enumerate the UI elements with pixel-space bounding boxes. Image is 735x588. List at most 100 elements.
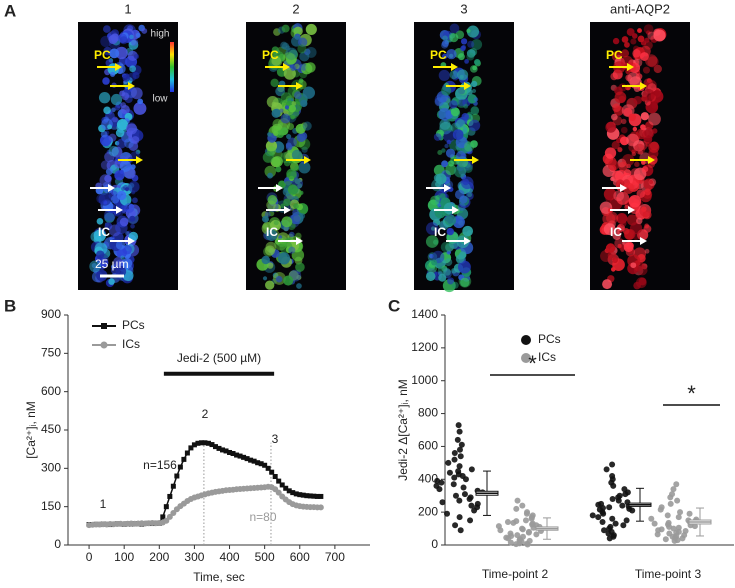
cell xyxy=(653,64,662,74)
cell xyxy=(96,218,104,225)
arrow-head xyxy=(628,206,635,214)
cell xyxy=(264,245,276,256)
data-point xyxy=(452,522,459,529)
cell xyxy=(270,78,279,88)
cell xyxy=(298,161,311,174)
cell xyxy=(120,255,125,260)
axis xyxy=(444,315,734,546)
arrow-head xyxy=(108,184,115,192)
cell xyxy=(462,178,470,186)
data-point xyxy=(514,497,521,504)
data-point xyxy=(519,526,526,533)
cell xyxy=(107,124,113,130)
cell xyxy=(642,129,653,141)
cell xyxy=(607,251,617,260)
cell xyxy=(445,148,456,158)
cell xyxy=(623,242,634,253)
cell xyxy=(103,25,111,33)
data-point xyxy=(237,453,243,459)
cell xyxy=(615,226,621,232)
cell xyxy=(285,152,294,161)
cell xyxy=(455,254,465,264)
cell xyxy=(281,216,293,228)
cell xyxy=(425,271,436,282)
data-point xyxy=(255,460,261,466)
data-point xyxy=(167,493,173,499)
cell xyxy=(461,113,469,121)
cell xyxy=(458,87,465,95)
arrow-head xyxy=(136,156,143,164)
data-point xyxy=(202,440,208,446)
cell xyxy=(644,54,658,67)
cell xyxy=(133,53,140,60)
data-point xyxy=(455,422,462,429)
data-point xyxy=(286,488,292,494)
data-point xyxy=(595,514,602,521)
cell xyxy=(99,174,112,187)
y-tick-label: 1200 xyxy=(411,340,438,354)
data-point xyxy=(166,513,173,520)
cell xyxy=(114,104,121,111)
cell xyxy=(646,30,651,35)
cell xyxy=(128,181,140,193)
cell xyxy=(115,240,126,250)
x-tick-label: Time-point 3 xyxy=(635,567,702,581)
cell xyxy=(289,231,295,238)
cell xyxy=(647,56,659,68)
cell xyxy=(273,130,279,136)
cell xyxy=(632,126,638,132)
cell xyxy=(451,267,457,274)
data-point xyxy=(609,496,616,502)
cell xyxy=(305,46,317,58)
data-point xyxy=(191,442,197,448)
cell xyxy=(605,121,617,133)
legend-marker xyxy=(521,335,531,345)
cell xyxy=(439,118,451,130)
data-point xyxy=(620,522,627,529)
data-point xyxy=(504,519,511,525)
cell xyxy=(277,235,283,240)
data-point xyxy=(195,440,201,446)
y-tick-label: 0 xyxy=(54,537,61,551)
data-point xyxy=(293,491,299,497)
cell xyxy=(632,232,640,241)
n-label: n=156 xyxy=(143,458,177,472)
image-label: 1 xyxy=(124,1,131,16)
arrow-head xyxy=(627,63,634,71)
cell xyxy=(116,138,127,149)
data-point xyxy=(451,456,458,463)
cell xyxy=(271,56,282,66)
cell xyxy=(285,45,291,51)
cell xyxy=(438,107,451,121)
data-point xyxy=(533,531,540,538)
cell xyxy=(129,65,137,73)
data-point xyxy=(605,530,612,537)
cell xyxy=(611,141,620,150)
data-point xyxy=(525,529,532,536)
data-point xyxy=(279,482,285,488)
cell xyxy=(98,91,111,104)
x-tick-label: 200 xyxy=(149,550,169,564)
cell xyxy=(110,71,116,77)
legend-label: ICs xyxy=(538,350,556,364)
colorbar-low: low xyxy=(152,94,168,105)
cell xyxy=(617,243,622,248)
cell xyxy=(443,130,456,143)
cell xyxy=(103,106,111,115)
cell xyxy=(457,53,465,61)
cell xyxy=(467,94,477,104)
data-point xyxy=(456,463,463,470)
y-tick-label: 400 xyxy=(418,471,438,485)
cell xyxy=(277,252,291,265)
y-axis-label: Jedi-2 Δ[Ca²⁺]ᵢ, nM xyxy=(396,379,410,481)
cell xyxy=(444,143,449,149)
arrow-head xyxy=(464,82,471,90)
data-point xyxy=(530,524,537,531)
data-point xyxy=(461,491,468,498)
cell xyxy=(439,193,446,199)
data-point xyxy=(177,464,183,470)
data-point xyxy=(651,520,658,527)
cell xyxy=(468,119,481,132)
arrow-head xyxy=(451,63,458,71)
ic-label: IC xyxy=(610,225,622,239)
